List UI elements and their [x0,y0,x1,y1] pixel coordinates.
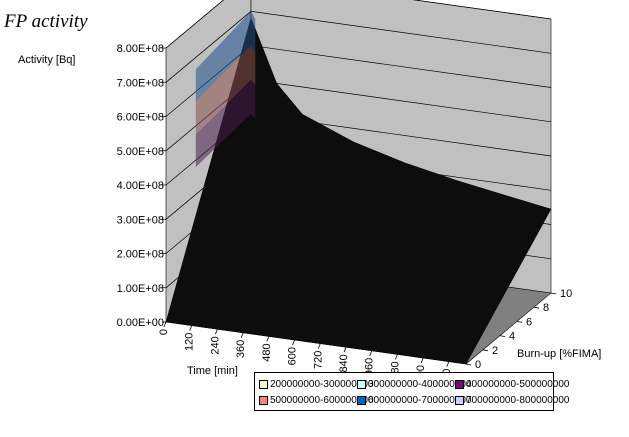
y-tick-mark [482,349,489,352]
x-tick-mark [395,354,398,360]
y-tick-mark [499,335,506,337]
z-tick-label: 1.00E+08 [117,283,164,295]
legend-item: 400000000-500000000 [455,376,569,392]
y-tick-label: 6 [526,316,532,328]
legend-item: 300000000-400000000 [357,376,471,392]
y-tick-mark [465,363,472,366]
legend-label: 400000000-500000000 [466,378,570,390]
legend-swatch [455,395,464,405]
chart-title: FP activity [3,11,88,32]
z-gridline [165,0,552,49]
x-tick-mark [240,332,244,338]
x-tick-label: 240 [209,336,221,354]
z-tick-label: 7.00E+08 [117,77,164,89]
x-tick-mark [215,329,218,335]
z-tick-label: 8.00E+08 [117,43,164,55]
legend-label: 200000000-300000000 [270,378,374,390]
x-tick-mark [369,350,373,356]
x-tick-label: 360 [235,340,247,358]
x-tick-mark [343,347,347,353]
z-tick-label: 6.00E+08 [117,112,164,124]
z-tick-label: 0.00E+00 [117,317,164,329]
y-axis-label: Burn-up [%FIMA] [517,348,601,360]
legend-swatch [455,379,464,389]
legend-label: 300000000-400000000 [368,378,472,390]
x-tick-mark [420,357,424,364]
z-tick-label: 2.00E+08 [117,249,164,261]
activity-surface [165,11,552,365]
legend-swatch [357,379,366,389]
y-tick-mark [516,321,523,323]
x-tick-mark [446,361,450,367]
z-tick-label: 5.00E+08 [117,146,164,158]
z-tick-label: 3.00E+08 [117,214,164,226]
legend-swatch [259,395,268,405]
x-tick-label: 480 [261,343,273,361]
surface-mesh [165,17,552,365]
legend-label: 700000000-800000000 [466,394,570,406]
x-tick-mark [317,343,321,349]
surface-color-band [195,11,256,102]
y-tick-label: 2 [492,345,498,357]
y-tick-label: 10 [560,288,572,300]
legend-swatch [357,395,366,405]
x-tick-label: 720 [312,351,324,369]
x-tick-label: 0 [158,329,170,335]
y-tick-label: 8 [543,302,549,314]
chart-legend: 200000000-300000000 300000000-400000000 40… [254,372,569,411]
legend-label: 600000000-700000000 [368,394,472,406]
z-tick-label: 4.00E+08 [117,180,164,192]
legend-item: 500000000-600000000 [259,392,373,408]
x-tick-mark [292,339,295,346]
x-axis-label: Time [min] [187,365,238,377]
y-tick-label: 4 [509,331,515,343]
y-tick-mark [550,292,557,295]
legend-label: 500000000-600000000 [270,394,374,406]
legend-item: 200000000-300000000 [259,376,373,392]
z-axis-label: Activity [Bq] [18,54,75,66]
x-tick-label: 840 [338,354,350,372]
surface-color-band [195,79,256,167]
x-tick-label: 960 [364,358,376,376]
x-tick-mark [266,336,270,342]
y-tick-label: 0 [475,359,481,371]
x-tick-mark [163,321,167,328]
x-tick-mark [189,325,193,331]
legend-item: 700000000-800000000 [455,392,569,408]
x-tick-label: 120 [184,333,196,351]
legend-swatch [259,379,268,389]
y-tick-mark [533,306,540,309]
surface-color-band [195,45,256,135]
legend-item: 600000000-700000000 [357,392,471,408]
x-tick-label: 600 [287,347,299,365]
